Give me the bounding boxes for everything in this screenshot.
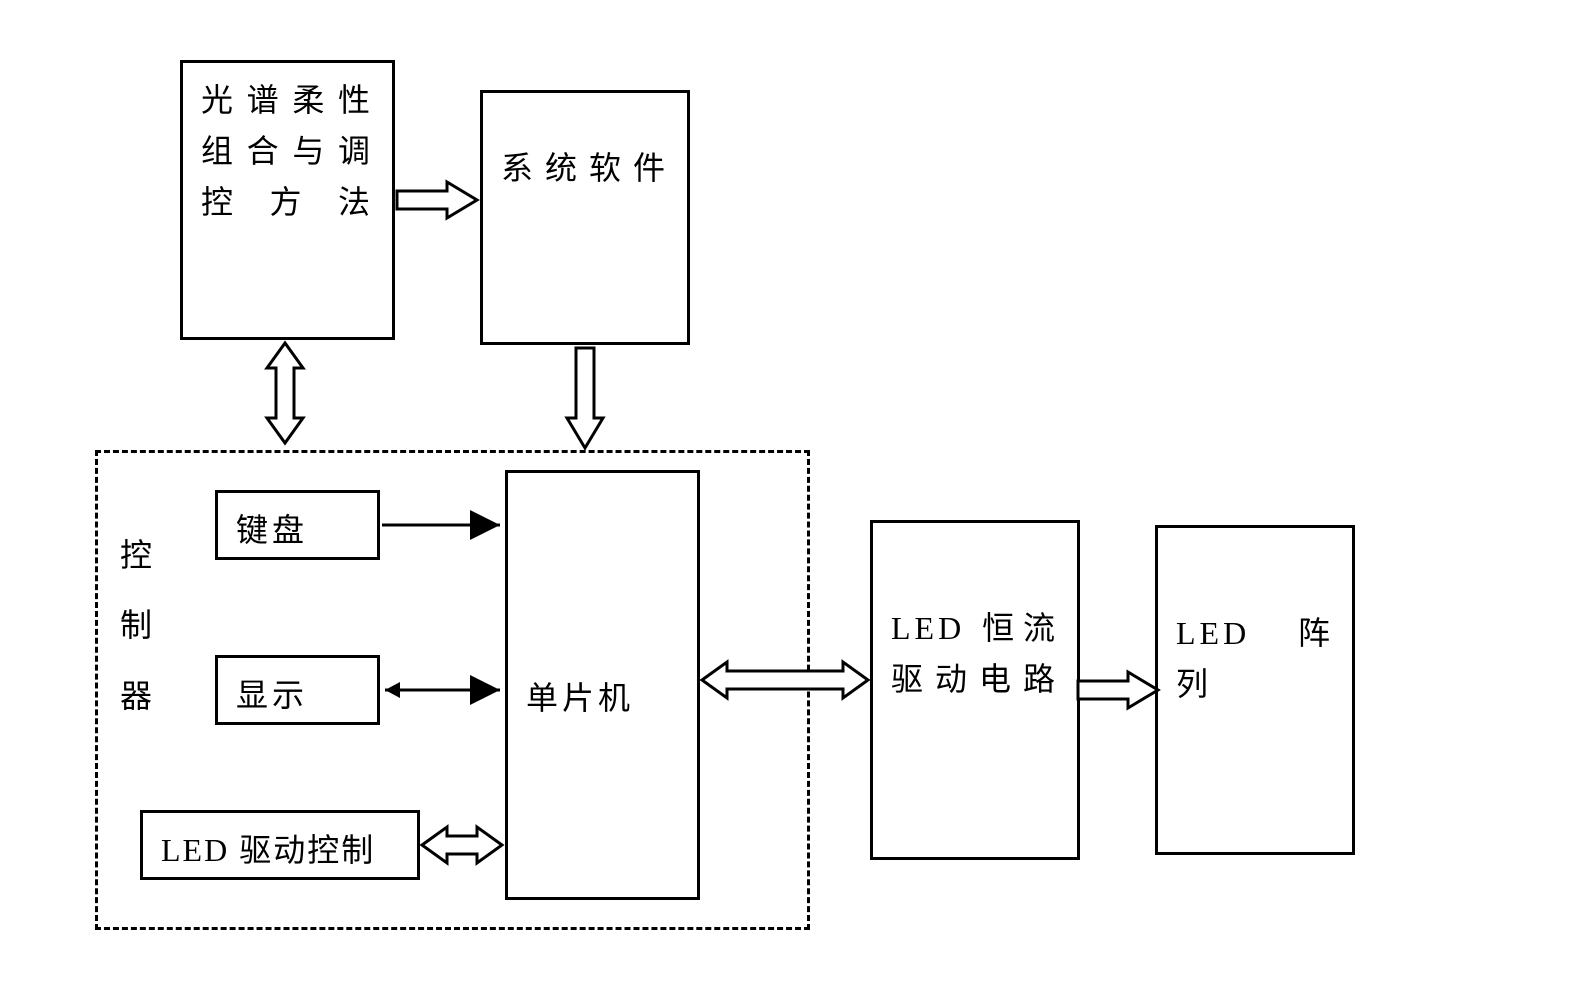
led-drive-ctrl-box: LED 驱动控制 xyxy=(140,810,420,880)
display-box: 显示 xyxy=(215,655,380,725)
software-label: 系统软件 xyxy=(501,150,669,186)
software-box: 系统软件 xyxy=(480,90,690,345)
spectrum-label: 光谱柔性组合与调控方法 xyxy=(201,82,374,220)
led-driver-label: LED 恒流驱动电路 xyxy=(891,610,1059,697)
keyboard-box: 键盘 xyxy=(215,490,380,560)
controller-label-char3: 器 xyxy=(120,661,152,731)
keyboard-label: 键盘 xyxy=(236,512,308,548)
edge-spectrum-controller xyxy=(267,343,303,443)
block-diagram: 控 制 器 光谱柔性组合与调控方法 系统软件 键盘 显示 LED 驱动控制 单片… xyxy=(0,0,1585,993)
mcu-box: 单片机 xyxy=(505,470,700,900)
edge-spectrum-software xyxy=(397,182,477,218)
edge-software-mcu xyxy=(567,348,603,448)
edge-leddriver-ledarray xyxy=(1078,672,1158,708)
led-array-label: LED 阵列 xyxy=(1176,615,1334,702)
led-driver-box: LED 恒流驱动电路 xyxy=(870,520,1080,860)
led-drive-ctrl-label: LED 驱动控制 xyxy=(161,832,375,868)
controller-label-char2: 制 xyxy=(120,590,152,660)
mcu-label: 单片机 xyxy=(526,680,634,716)
controller-label-char1: 控 xyxy=(120,520,152,590)
led-array-box: LED 阵列 xyxy=(1155,525,1355,855)
display-label: 显示 xyxy=(236,677,308,713)
controller-group-label: 控 制 器 xyxy=(120,520,152,731)
spectrum-box: 光谱柔性组合与调控方法 xyxy=(180,60,395,340)
